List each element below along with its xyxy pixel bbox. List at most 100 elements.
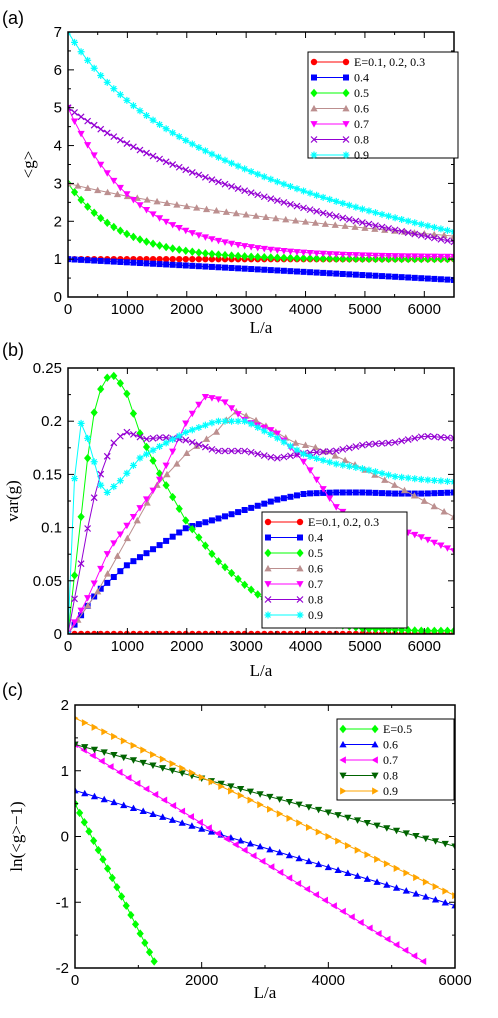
data-point bbox=[378, 252, 386, 260]
data-point bbox=[285, 799, 293, 806]
data-point bbox=[332, 254, 340, 263]
data-point bbox=[273, 253, 281, 262]
data-point bbox=[227, 568, 236, 578]
data-point bbox=[169, 760, 177, 768]
data-point bbox=[437, 489, 444, 496]
data-point bbox=[97, 125, 105, 133]
data-point bbox=[422, 893, 430, 900]
data-point bbox=[247, 244, 255, 251]
data-point bbox=[417, 433, 425, 441]
data-point bbox=[110, 371, 118, 381]
data-point bbox=[280, 180, 288, 188]
data-point bbox=[90, 64, 98, 72]
data-point bbox=[261, 500, 268, 507]
data-point bbox=[392, 941, 400, 949]
legend-marker bbox=[310, 104, 318, 112]
data-point bbox=[299, 458, 308, 466]
data-point bbox=[321, 220, 329, 227]
data-point bbox=[90, 494, 98, 502]
legend-entry: 0.6 bbox=[264, 562, 323, 576]
data-point bbox=[437, 477, 445, 485]
data-point bbox=[182, 525, 189, 532]
data-point bbox=[124, 774, 132, 782]
data-point bbox=[417, 253, 425, 261]
data-point bbox=[326, 211, 334, 219]
data-point bbox=[228, 511, 235, 518]
data-point bbox=[162, 434, 170, 442]
legend-marker bbox=[296, 596, 304, 603]
data-point bbox=[179, 764, 186, 772]
data-point bbox=[326, 251, 334, 258]
data-point bbox=[319, 448, 327, 456]
data-point bbox=[402, 887, 410, 894]
data-point bbox=[313, 254, 321, 263]
data-point bbox=[84, 257, 91, 264]
legend-entry: 0.4 bbox=[265, 531, 323, 545]
data-point bbox=[372, 222, 379, 229]
data-point bbox=[385, 273, 392, 280]
data-point bbox=[84, 434, 92, 442]
data-point bbox=[293, 268, 300, 275]
data-point bbox=[319, 486, 327, 493]
data-point bbox=[195, 441, 203, 449]
data-point bbox=[103, 78, 111, 86]
data-point bbox=[127, 910, 135, 920]
data-point bbox=[431, 838, 440, 845]
legend-entry: 0.8 bbox=[310, 133, 369, 147]
data-point bbox=[417, 475, 425, 483]
data-point bbox=[129, 409, 138, 418]
data-point bbox=[156, 630, 163, 634]
data-point bbox=[260, 452, 268, 459]
data-point bbox=[357, 918, 364, 927]
data-point bbox=[293, 492, 300, 499]
data-point bbox=[326, 630, 333, 634]
data-point bbox=[293, 630, 301, 634]
data-point bbox=[300, 268, 307, 275]
data-point bbox=[260, 245, 268, 253]
legend-marker bbox=[310, 136, 318, 143]
legend-marker bbox=[342, 151, 350, 159]
data-point bbox=[313, 476, 321, 484]
data-point bbox=[97, 161, 105, 169]
panel-label: (b) bbox=[2, 340, 24, 360]
data-point bbox=[208, 517, 215, 524]
data-point bbox=[411, 626, 419, 634]
data-point bbox=[207, 828, 216, 835]
data-point bbox=[139, 807, 147, 815]
legend-marker bbox=[311, 74, 317, 81]
data-point bbox=[120, 801, 128, 809]
data-point bbox=[398, 215, 406, 223]
data-point bbox=[326, 447, 334, 455]
data-point bbox=[366, 924, 373, 932]
data-point bbox=[208, 395, 216, 402]
data-point bbox=[116, 432, 124, 440]
data-point bbox=[198, 825, 206, 832]
data-point bbox=[443, 226, 451, 234]
data-point bbox=[84, 595, 92, 602]
data-point bbox=[84, 630, 91, 634]
data-point bbox=[417, 626, 425, 634]
data-point bbox=[214, 237, 223, 245]
data-point bbox=[333, 489, 340, 496]
data-point bbox=[260, 173, 268, 181]
data-point bbox=[217, 780, 225, 788]
legend-marker bbox=[371, 724, 379, 734]
data-point bbox=[227, 405, 236, 412]
data-point bbox=[411, 274, 418, 281]
data-point bbox=[398, 437, 406, 445]
data-point bbox=[103, 488, 111, 496]
data-point bbox=[201, 234, 209, 241]
legend-label: 0.5 bbox=[308, 546, 323, 560]
data-point bbox=[411, 434, 419, 442]
y-tick-label: 6 bbox=[54, 62, 62, 79]
legend-label: 0.9 bbox=[383, 784, 398, 798]
data-point bbox=[228, 787, 235, 795]
data-point bbox=[103, 373, 111, 382]
data-point bbox=[339, 461, 347, 469]
data-point bbox=[228, 417, 236, 425]
data-point bbox=[122, 901, 130, 910]
data-point bbox=[332, 460, 340, 468]
data-point bbox=[363, 875, 371, 882]
x-tick-label: 2000 bbox=[170, 301, 203, 318]
data-point bbox=[97, 630, 104, 634]
